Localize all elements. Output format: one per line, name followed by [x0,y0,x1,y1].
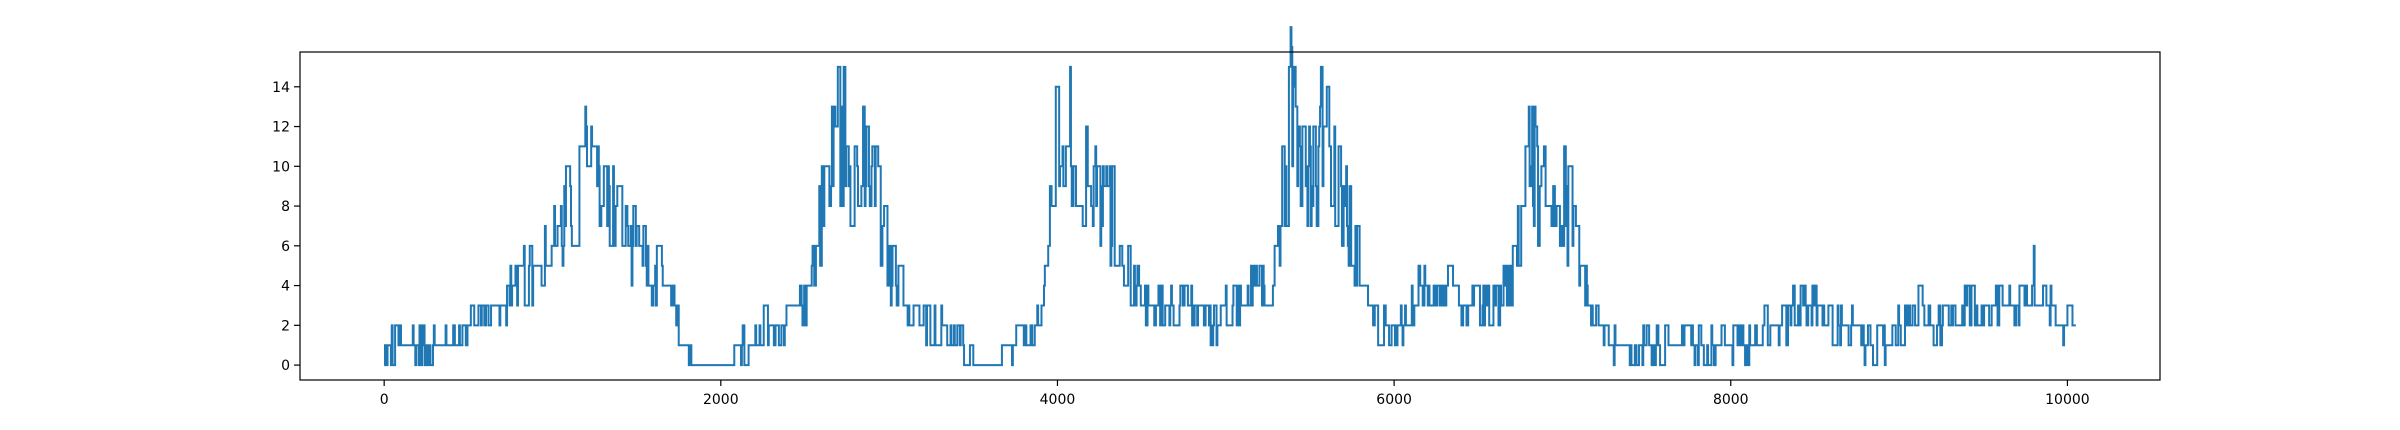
plot-frame [299,51,2161,381]
x-tick-label: 2000 [703,392,739,408]
y-tick-label: 12 [272,120,290,136]
y-tick-label: 0 [281,358,290,374]
x-tick-label: 4000 [1040,392,1076,408]
y-tick-label: 8 [281,199,290,215]
x-tick-label: 8000 [1713,392,1749,408]
x-tick-label: 0 [380,392,389,408]
x-tick-label: 10000 [2045,392,2090,408]
plot-area [384,26,2076,367]
series-line [384,26,2076,367]
y-tick-label: 6 [281,239,290,255]
y-tick-label: 14 [272,80,290,96]
x-tick-label: 6000 [1376,392,1412,408]
axes: 0 2000 4000 6000 8000 10000 0 2 4 6 8 10 12 14 [272,51,2161,408]
y-tick-label: 2 [281,318,290,334]
y-tick-label: 10 [272,159,290,175]
y-tick-label: 4 [281,279,290,295]
